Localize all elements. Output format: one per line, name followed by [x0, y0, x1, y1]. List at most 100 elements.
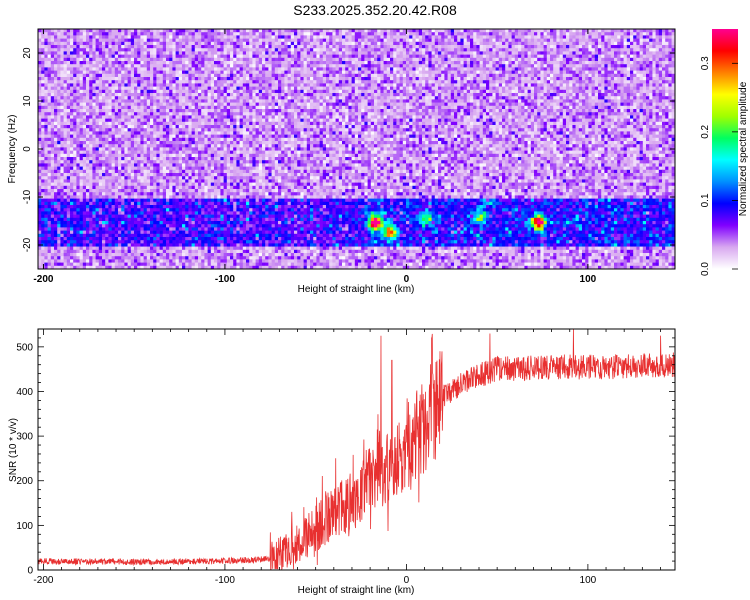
heatmap-cell: [636, 83, 640, 87]
heatmap-cell: [249, 54, 253, 59]
heatmap-cell: [166, 35, 170, 39]
heatmap-cell: [95, 86, 100, 91]
heatmap-cell: [572, 67, 576, 71]
heatmap-cell: [550, 51, 554, 55]
heatmap-cell: [124, 29, 128, 33]
heatmap-cell: [185, 45, 189, 49]
heatmap-cell: [466, 77, 471, 81]
heatmap-cell: [444, 105, 448, 110]
heatmap-cell: [518, 102, 522, 107]
heatmap-cell: [361, 41, 365, 46]
heatmap-cell: [633, 96, 637, 100]
heatmap-cell: [303, 38, 308, 43]
heatmap-cell: [130, 32, 135, 36]
heatmap-cell: [438, 73, 442, 78]
heatmap-cell: [150, 57, 154, 62]
heatmap-cell: [470, 29, 474, 33]
heatmap-cell: [479, 29, 484, 33]
heatmap-cell: [57, 105, 61, 110]
heatmap-cell: [223, 67, 228, 71]
heatmap-cell: [246, 51, 250, 55]
heatmap-cell: [502, 96, 506, 100]
heatmap-cell: [434, 86, 439, 91]
heatmap-cell: [409, 45, 413, 49]
heatmap-cell: [322, 93, 327, 97]
heatmap-cell: [636, 105, 640, 110]
heatmap-cell: [390, 89, 394, 94]
heatmap-cell: [338, 32, 343, 36]
heatmap-cell: [316, 45, 320, 49]
heatmap-cell: [482, 32, 487, 36]
heatmap-cell: [191, 70, 196, 75]
heatmap-cell: [172, 83, 176, 87]
heatmap-cell: [198, 57, 202, 62]
heatmap-cell: [82, 45, 87, 49]
heatmap-cell: [495, 73, 500, 78]
heatmap-cell: [425, 41, 429, 46]
heatmap-cell: [463, 67, 468, 71]
heatmap-cell: [537, 83, 541, 87]
heatmap-cell: [521, 96, 525, 100]
heatmap-cell: [546, 32, 551, 36]
heatmap-cell: [313, 61, 317, 65]
heatmap-cell: [406, 64, 410, 68]
heatmap-cell: [108, 54, 112, 59]
heatmap-cell: [646, 51, 650, 55]
heatmap-cell: [57, 35, 61, 39]
heatmap-cell: [364, 51, 368, 55]
heatmap-cell: [226, 73, 231, 78]
heatmap-cell: [582, 67, 586, 71]
heatmap-cell: [146, 38, 151, 43]
heatmap-cell: [70, 83, 74, 87]
heatmap-cell: [130, 57, 135, 62]
heatmap-cell: [111, 67, 116, 71]
heatmap-cell: [546, 89, 551, 94]
heatmap-cell: [460, 73, 464, 78]
heatmap-cell: [351, 57, 356, 62]
heatmap-cell: [460, 64, 464, 68]
heatmap-cell: [524, 29, 528, 33]
heatmap-cell: [386, 93, 391, 97]
heatmap-cell: [294, 96, 298, 100]
heatmap-cell: [326, 77, 330, 81]
heatmap-cell: [194, 48, 199, 52]
heatmap-cell: [306, 48, 311, 52]
heatmap-cell: [306, 99, 311, 103]
heatmap-cell: [354, 35, 359, 39]
heatmap-cell: [479, 54, 484, 59]
heatmap-cell: [482, 77, 487, 81]
heatmap-cell: [274, 99, 279, 103]
heatmap-cell: [255, 96, 260, 100]
heatmap-cell: [118, 54, 122, 59]
heatmap-cell: [668, 48, 672, 52]
heatmap-cell: [358, 35, 362, 39]
heatmap-cell: [447, 67, 452, 71]
heatmap-cell: [527, 77, 532, 81]
heatmap-cell: [102, 70, 106, 75]
heatmap-cell: [534, 48, 538, 52]
heatmap-cell: [217, 89, 221, 94]
heatmap-cell: [284, 54, 288, 59]
heatmap-cell: [466, 96, 471, 100]
heatmap-cell: [210, 61, 215, 65]
heatmap-cell: [441, 99, 445, 103]
heatmap-cell: [383, 67, 388, 71]
heatmap-cell: [508, 99, 512, 103]
heatmap-cell: [86, 80, 90, 84]
heatmap-cell: [617, 32, 621, 36]
heatmap-cell: [633, 89, 637, 94]
heatmap-cell: [476, 41, 480, 46]
heatmap-cell: [431, 41, 436, 46]
heatmap-cell: [358, 45, 362, 49]
heatmap-cell: [297, 73, 301, 78]
heatmap-cell: [335, 93, 340, 97]
heatmap-cell: [230, 83, 234, 87]
heatmap-cell: [236, 99, 240, 103]
heatmap-cell: [316, 48, 320, 52]
heatmap-cell: [386, 86, 391, 91]
heatmap-cell: [79, 99, 84, 103]
heatmap-cell: [585, 99, 589, 103]
heatmap-cell: [246, 86, 250, 91]
heatmap-cell: [207, 77, 212, 81]
heatmap-cell: [386, 54, 391, 59]
